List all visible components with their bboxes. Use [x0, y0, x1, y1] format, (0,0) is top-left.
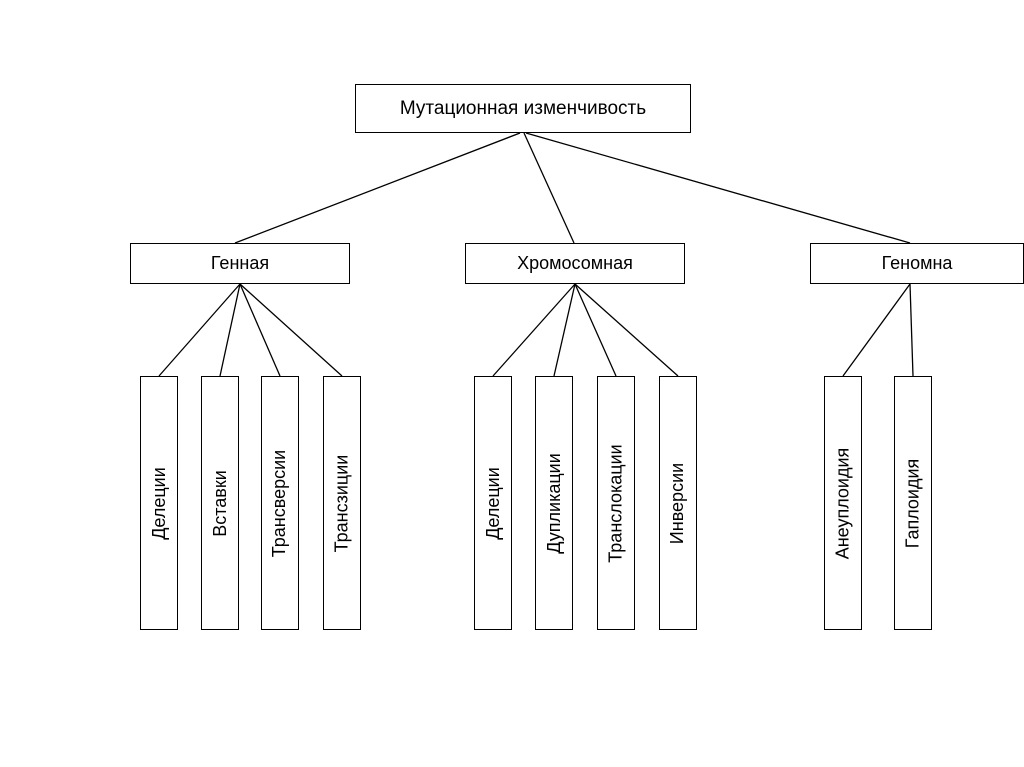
edge-line: [526, 133, 910, 243]
leaf-node-trzits: Трансзиции: [323, 376, 361, 630]
mid-node-gene-label: Генная: [211, 253, 269, 274]
edge-line: [159, 284, 240, 376]
root-node-label: Мутационная изменчивость: [400, 98, 646, 120]
edge-line: [843, 284, 910, 376]
leaf-node-del1: Делеции: [140, 376, 178, 630]
mid-node-genome: Геномна: [810, 243, 1024, 284]
leaf-node-inv-label: Инверсии: [668, 462, 689, 543]
edge-line: [575, 284, 616, 376]
leaf-node-del2-label: Делеции: [483, 467, 504, 540]
leaf-node-trloc-label: Транслокации: [606, 444, 627, 562]
leaf-node-dup: Дупликации: [535, 376, 573, 630]
leaf-node-dup-label: Дупликации: [544, 453, 565, 554]
leaf-node-trvers: Трансверсии: [261, 376, 299, 630]
edge-line: [910, 284, 913, 376]
leaf-node-trvers-label: Трансверсии: [270, 449, 291, 556]
leaf-node-del2: Делеции: [474, 376, 512, 630]
edge-line: [240, 284, 280, 376]
edge-line: [554, 284, 575, 376]
mid-node-chrom-label: Хромосомная: [517, 253, 633, 274]
mid-node-gene: Генная: [130, 243, 350, 284]
edge-line: [235, 133, 520, 243]
mid-node-genome-label: Геномна: [882, 253, 953, 274]
leaf-node-aneu-label: Анеуплоидия: [833, 447, 854, 559]
leaf-node-inv: Инверсии: [659, 376, 697, 630]
root-node: Мутационная изменчивость: [355, 84, 691, 133]
leaf-node-aneu: Анеуплоидия: [824, 376, 862, 630]
leaf-node-trloc: Транслокации: [597, 376, 635, 630]
leaf-node-hapl: Гаплоидия: [894, 376, 932, 630]
edge-line: [575, 284, 678, 376]
edge-line: [240, 284, 342, 376]
leaf-node-hapl-label: Гаплоидия: [903, 458, 924, 548]
edge-line: [524, 133, 574, 243]
edge-line: [493, 284, 575, 376]
leaf-node-ins: Вставки: [201, 376, 239, 630]
leaf-node-ins-label: Вставки: [210, 470, 231, 537]
mid-node-chrom: Хромосомная: [465, 243, 685, 284]
leaf-node-trzits-label: Трансзиции: [332, 454, 353, 552]
leaf-node-del1-label: Делеции: [149, 467, 170, 540]
edge-line: [220, 284, 240, 376]
